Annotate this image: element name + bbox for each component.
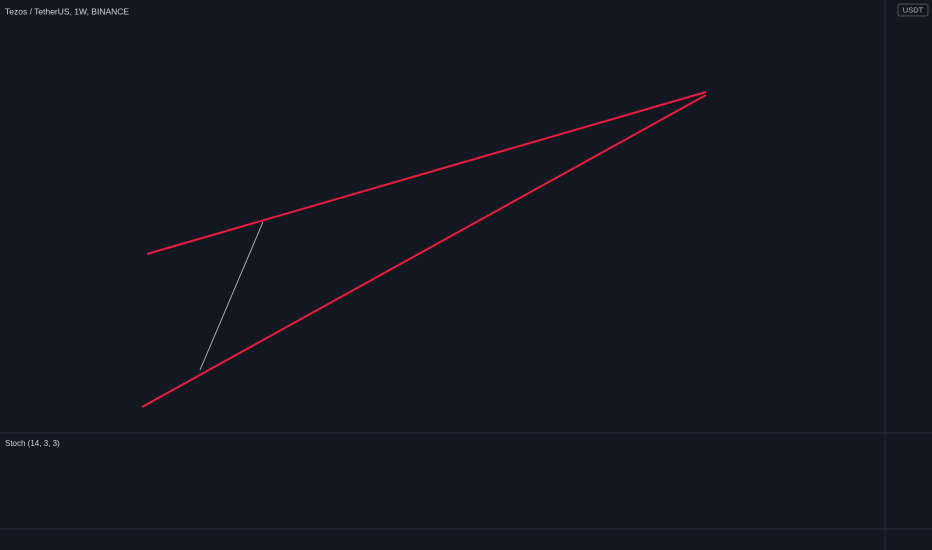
indicator-title: Stoch (14, 3, 3) bbox=[5, 439, 60, 448]
currency[interactable]: USDT bbox=[903, 5, 924, 14]
channel-upper bbox=[146, 91, 707, 255]
channel-lower bbox=[141, 94, 707, 408]
currency-box[interactable] bbox=[897, 3, 929, 17]
wave-lead bbox=[199, 221, 264, 371]
chart-title: Tezos / TetherUS, 1W, BINANCE bbox=[5, 6, 129, 16]
